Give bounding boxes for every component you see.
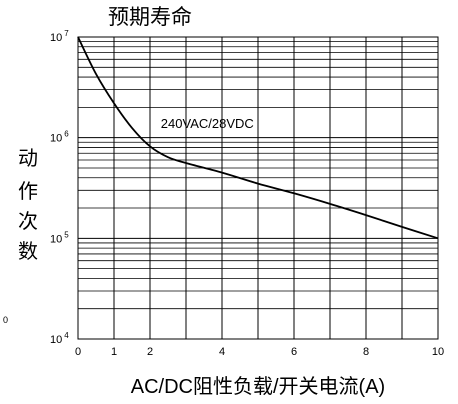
major-gridlines bbox=[78, 37, 438, 339]
x-tick-label: 4 bbox=[219, 346, 225, 358]
y-axis-label: 动 作 次 数 bbox=[18, 146, 38, 263]
y-axis-label-char-0: 动 bbox=[18, 146, 38, 170]
x-tick-label: 10 bbox=[432, 346, 444, 358]
minor-gridlines bbox=[78, 41, 438, 310]
x-axis-label: AC/DC阻性负载/开关电流(A) bbox=[131, 375, 385, 398]
x-tick-label: 2 bbox=[147, 346, 153, 358]
y-tick-label: 10 4 bbox=[50, 331, 69, 346]
x-tick-label: 0 bbox=[75, 346, 81, 358]
stray-label: 0 bbox=[3, 315, 8, 325]
chart-title: 预期寿命 bbox=[108, 5, 192, 29]
y-axis-label-char-1: 作 bbox=[18, 179, 38, 203]
annotations: 240VAC/28VDC bbox=[161, 116, 254, 131]
x-tick-labels: 0 2 4 6 8 10 1 bbox=[75, 346, 444, 358]
x-tick-label: 8 bbox=[363, 346, 369, 358]
series-annotation: 240VAC/28VDC bbox=[161, 116, 254, 131]
series-layer bbox=[77, 36, 439, 240]
series-line-240vac-28vdc bbox=[77, 36, 439, 240]
y-axis-label-char-2: 次 bbox=[18, 209, 38, 233]
y-tick-label: 10 7 bbox=[50, 29, 69, 44]
x-tick-label: 6 bbox=[291, 346, 297, 358]
y-axis-label-char-3: 数 bbox=[18, 239, 38, 263]
plot-frame bbox=[77, 36, 439, 340]
y-tick-label: 10 6 bbox=[50, 130, 69, 145]
x-tick-label: 1 bbox=[111, 346, 117, 358]
y-tick-label: 10 5 bbox=[50, 230, 69, 245]
